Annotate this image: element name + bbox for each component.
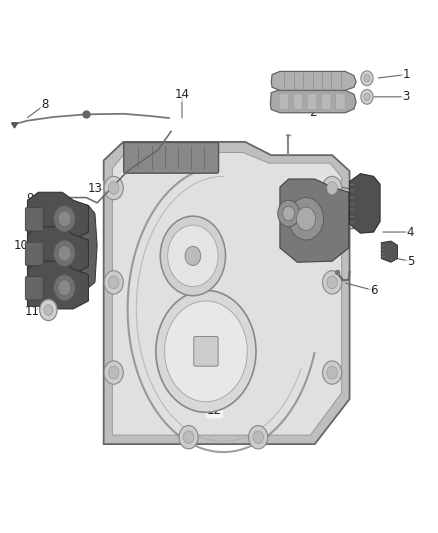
FancyBboxPatch shape (25, 242, 43, 265)
Text: 6: 6 (370, 284, 377, 297)
Circle shape (58, 245, 71, 261)
Text: 14: 14 (174, 87, 190, 101)
Circle shape (327, 366, 337, 379)
Circle shape (361, 90, 373, 104)
Circle shape (104, 361, 123, 384)
Text: 1: 1 (403, 68, 410, 81)
Circle shape (168, 225, 218, 287)
FancyBboxPatch shape (279, 94, 289, 110)
Circle shape (327, 182, 337, 195)
Circle shape (179, 425, 198, 449)
Polygon shape (28, 192, 88, 240)
Text: 4: 4 (407, 225, 414, 239)
Circle shape (297, 207, 316, 230)
Circle shape (58, 211, 71, 227)
Circle shape (109, 366, 119, 379)
Text: 8: 8 (41, 98, 49, 111)
Polygon shape (280, 179, 349, 262)
Circle shape (322, 361, 342, 384)
Circle shape (327, 276, 337, 289)
Polygon shape (104, 142, 350, 444)
FancyBboxPatch shape (25, 277, 43, 300)
Polygon shape (381, 241, 397, 262)
Circle shape (53, 206, 75, 232)
Circle shape (165, 301, 247, 402)
FancyBboxPatch shape (293, 94, 303, 110)
Text: 10: 10 (14, 239, 28, 252)
Text: 7: 7 (372, 186, 379, 199)
FancyBboxPatch shape (194, 336, 218, 366)
Circle shape (364, 75, 370, 82)
Polygon shape (350, 174, 380, 233)
Circle shape (156, 290, 256, 413)
Circle shape (289, 198, 323, 240)
Polygon shape (271, 71, 356, 91)
Polygon shape (28, 227, 88, 274)
Circle shape (40, 300, 57, 320)
Circle shape (109, 182, 119, 195)
Circle shape (361, 71, 373, 86)
Circle shape (322, 271, 342, 294)
Circle shape (184, 431, 194, 443)
Circle shape (283, 206, 295, 221)
Polygon shape (270, 91, 356, 113)
Circle shape (160, 216, 226, 296)
Circle shape (322, 176, 342, 200)
Circle shape (185, 246, 201, 265)
Circle shape (104, 176, 123, 200)
Text: 2: 2 (309, 106, 316, 119)
Circle shape (109, 276, 119, 289)
Text: 11: 11 (25, 305, 39, 318)
Text: 3: 3 (403, 90, 410, 103)
Circle shape (53, 274, 75, 301)
FancyBboxPatch shape (124, 142, 219, 173)
Text: 13: 13 (88, 182, 102, 195)
Circle shape (278, 200, 300, 227)
FancyBboxPatch shape (307, 94, 317, 110)
Circle shape (58, 280, 71, 296)
Circle shape (104, 271, 123, 294)
Circle shape (364, 93, 370, 101)
Text: 12: 12 (207, 404, 222, 417)
Circle shape (253, 431, 263, 443)
Circle shape (53, 240, 75, 266)
Text: 9: 9 (26, 192, 33, 205)
Circle shape (249, 425, 268, 449)
FancyBboxPatch shape (25, 208, 43, 231)
Text: 5: 5 (407, 255, 414, 268)
Circle shape (44, 305, 53, 316)
FancyBboxPatch shape (336, 94, 345, 110)
FancyBboxPatch shape (321, 94, 331, 110)
Polygon shape (28, 261, 88, 309)
Polygon shape (113, 152, 342, 435)
Polygon shape (69, 203, 97, 290)
